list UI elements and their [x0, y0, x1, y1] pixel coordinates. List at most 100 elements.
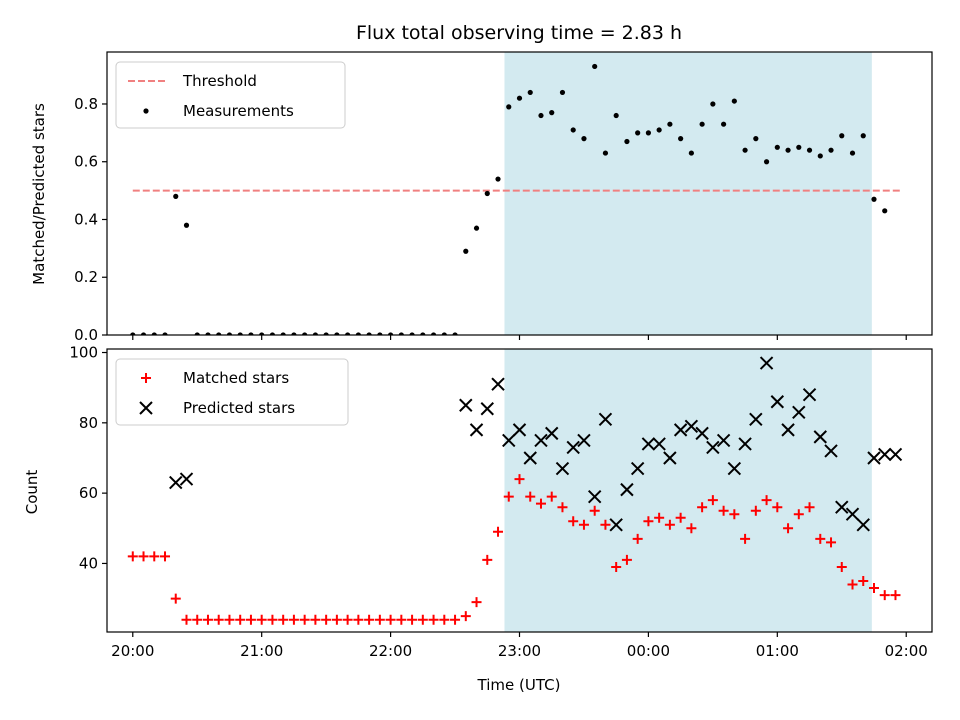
predicted-point — [502, 433, 516, 448]
matched-point — [578, 519, 589, 530]
measurement-point — [366, 332, 372, 335]
measurement-point — [355, 332, 361, 335]
legend-box — [115, 61, 346, 129]
measurement-point — [860, 133, 866, 139]
matched-point — [589, 505, 600, 516]
measurement-point — [667, 121, 673, 127]
measurement-point — [656, 127, 662, 133]
predicted-point — [169, 475, 183, 490]
measurement-point — [162, 332, 168, 335]
predicted-point — [587, 489, 602, 504]
matched-point — [503, 491, 514, 502]
measurement-point — [699, 121, 705, 127]
measurement-point — [452, 332, 458, 335]
predicted-point — [802, 387, 817, 402]
matched-point — [149, 551, 160, 562]
measurement-point — [785, 147, 791, 153]
matched-point — [654, 512, 665, 523]
measurement-point — [849, 150, 856, 156]
predicted-point — [792, 405, 806, 419]
matched-point — [750, 505, 761, 516]
matched-point — [127, 551, 138, 562]
matched-point — [675, 512, 686, 523]
predicted-point — [630, 461, 645, 476]
predicted-point — [620, 482, 634, 497]
matched-point — [546, 491, 557, 502]
measurement-point — [635, 130, 641, 136]
matched-point — [643, 516, 654, 527]
matched-point — [525, 491, 536, 502]
measurement-point — [774, 144, 780, 150]
predicted-point — [824, 444, 838, 458]
measurement-point — [731, 98, 737, 104]
y-tick-label: 0.0 — [74, 326, 98, 344]
matched-point — [385, 614, 396, 625]
matched-point — [482, 554, 493, 565]
legend-label: Measurements — [183, 102, 294, 120]
bottom-plot-area: 40 60 80 100 20:00 21:00 22:00 23:00 00:00 01:00 0… — [69, 344, 933, 660]
measurement-point — [559, 89, 566, 96]
predicted-point — [609, 518, 623, 532]
predicted-point — [770, 395, 785, 409]
x-tick-label: 21:00 — [240, 642, 283, 660]
predicted-point — [480, 402, 494, 416]
predicted-point — [835, 500, 849, 514]
matched-point — [321, 614, 332, 625]
matched-point — [707, 495, 718, 506]
measurement-point — [710, 101, 716, 107]
matched-point — [718, 505, 729, 516]
measurement-point — [216, 332, 222, 335]
measurement-point — [570, 127, 576, 133]
matched-point — [224, 614, 235, 625]
matched-point — [772, 502, 783, 513]
predicted-point — [759, 356, 774, 370]
matched-point — [868, 583, 879, 594]
predicted-point — [738, 437, 752, 451]
matched-point — [245, 614, 256, 625]
measurement-point — [817, 153, 823, 159]
matched-point — [374, 614, 385, 625]
matched-point — [407, 614, 418, 625]
matched-point — [493, 526, 504, 537]
matched-point — [836, 561, 847, 572]
x-tick-label: 23:00 — [498, 642, 541, 660]
measurement-point — [183, 222, 190, 228]
measurement-point — [173, 193, 179, 199]
plot-marks — [130, 63, 902, 335]
predicted-point — [652, 437, 666, 451]
measurement-point — [839, 133, 845, 139]
x-tick-label: 02:00 — [885, 642, 928, 660]
matched-point — [235, 614, 246, 625]
matched-point — [160, 551, 171, 562]
y-tick-label: 0.4 — [74, 210, 98, 228]
predicted-point — [469, 423, 484, 437]
predicted-point — [598, 412, 613, 427]
matched-point — [202, 614, 213, 625]
measurement-point — [430, 332, 437, 335]
measurement-point — [721, 121, 727, 127]
legend-box — [115, 358, 349, 426]
top-plot-area: 0.0 0.2 0.4 0.6 0.8 Threshold Measurements — [74, 51, 933, 344]
matched-point — [535, 498, 546, 509]
measurement-point — [269, 332, 276, 335]
matched-point — [697, 502, 708, 513]
predicted-point — [845, 507, 860, 521]
predicted-point — [727, 461, 742, 476]
predicted-point — [663, 451, 677, 465]
matched-point — [729, 509, 740, 520]
measurement-point — [516, 95, 523, 101]
y-tick-label: 0.2 — [74, 268, 98, 286]
predicted-point — [566, 440, 580, 455]
measurement-point — [420, 332, 426, 335]
measurement-point — [323, 332, 329, 335]
measurement-point — [409, 332, 415, 335]
observing-window-band — [504, 52, 872, 335]
matched-point — [664, 519, 675, 530]
measurement-point — [549, 110, 555, 116]
predicted-point — [534, 433, 548, 448]
matched-point — [826, 537, 837, 548]
predicted-point — [545, 426, 559, 441]
matched-point — [514, 474, 525, 485]
top-panel: 0.0 0.2 0.4 0.6 0.8 Threshold Measurements Mat… — [30, 51, 933, 344]
y-tick-label: 80 — [79, 414, 98, 432]
